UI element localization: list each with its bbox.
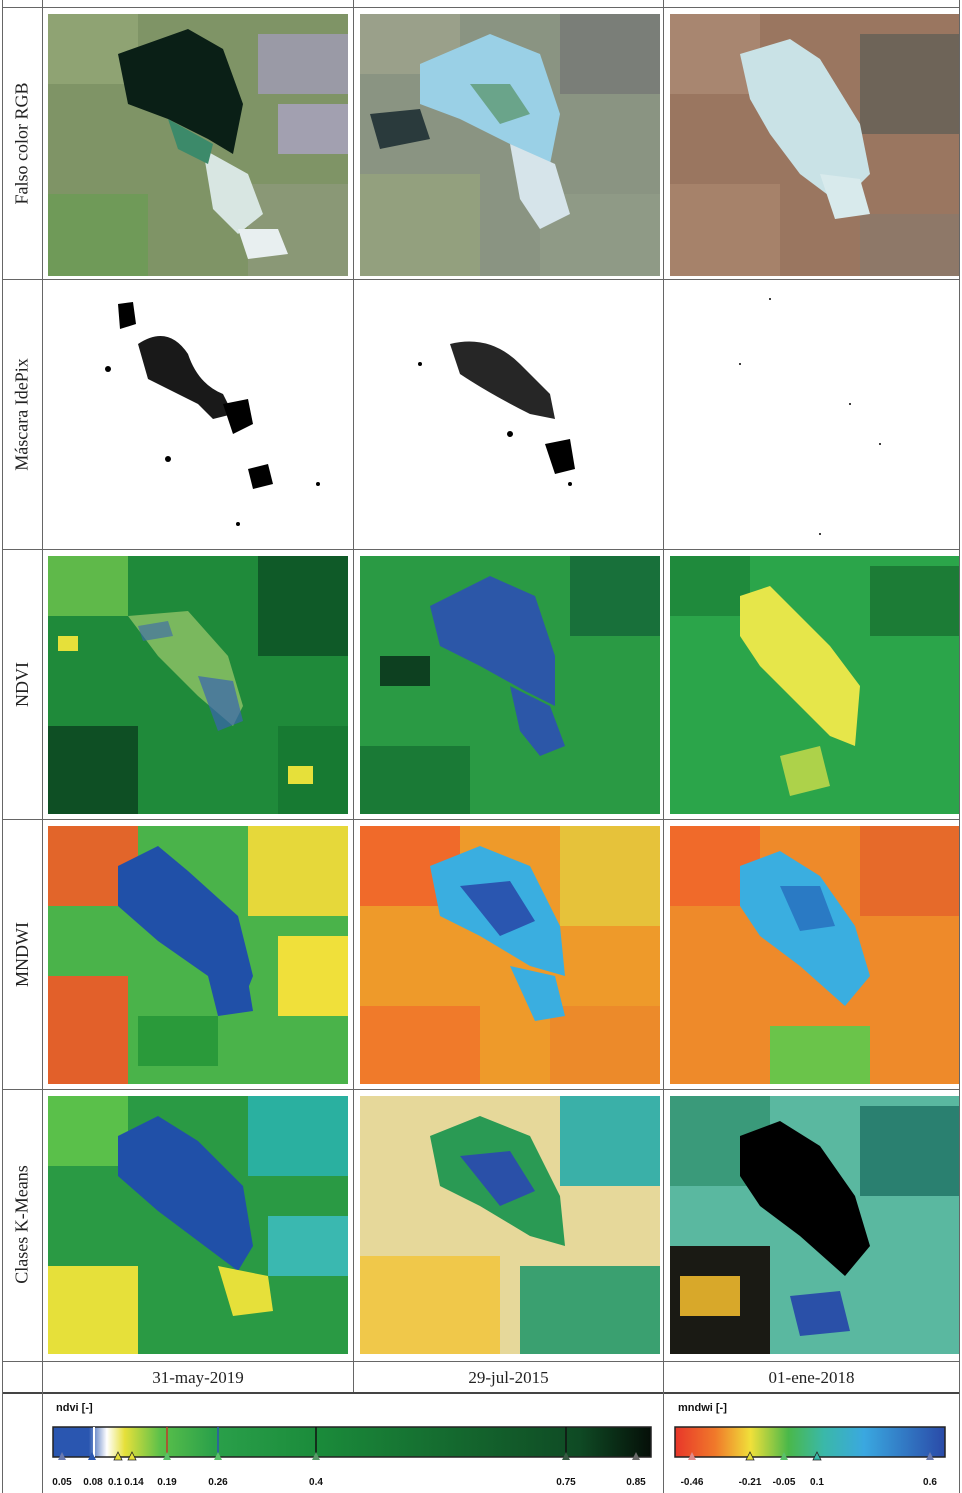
image-mndwi-2018: [670, 826, 960, 1084]
image-mascara-2015: [360, 284, 660, 546]
image-kmeans-2018: [670, 1096, 960, 1354]
grid-line: [2, 7, 960, 8]
row-label-text: Máscara IdePix: [11, 357, 32, 471]
image-falso-color-2018: [670, 14, 960, 276]
row-label-mascara: Máscara IdePix: [2, 280, 42, 548]
image-mascara-2018: [670, 284, 960, 546]
image-kmeans-2015: [360, 1096, 660, 1354]
grid-line: [2, 1089, 960, 1090]
mndwi-tick: 0.6: [923, 1477, 937, 1488]
image-ndvi-2015: [360, 556, 660, 814]
grid-line: [959, 0, 960, 1493]
mndwi-colorbar-title: mndwi [-]: [678, 1402, 727, 1414]
ndvi-tick: 0.75: [556, 1477, 576, 1488]
row-label-falso-color: Falso color RGB: [2, 8, 42, 278]
ndvi-colorbar: [52, 1426, 652, 1461]
date-label-2019: 31-may-2019: [152, 1368, 244, 1387]
image-mndwi-2015: [360, 826, 660, 1084]
grid-line: [2, 549, 960, 550]
ndvi-colorbar-title: ndvi [-]: [56, 1402, 93, 1414]
image-ndvi-2018: [670, 556, 960, 814]
row-label-text: Falso color RGB: [11, 81, 32, 205]
row-label-text: NDVI: [11, 661, 32, 707]
ndvi-tick: 0.1: [108, 1477, 122, 1488]
row-label-text: Clases K-Means: [11, 1164, 32, 1284]
grid-line: [2, 279, 960, 280]
mndwi-tick: -0.05: [772, 1477, 796, 1488]
ndvi-tick: 0.19: [157, 1477, 177, 1488]
ndvi-tick: 0.08: [83, 1477, 103, 1488]
mndwi-tick: -0.21: [738, 1477, 762, 1488]
row-label-ndvi: NDVI: [2, 550, 42, 818]
grid-line: [2, 1361, 960, 1362]
ndvi-tick: 0.05: [52, 1477, 72, 1488]
ndvi-tick: 0.14: [124, 1477, 144, 1488]
grid-line: [42, 0, 43, 1493]
grid-line: [353, 0, 354, 1392]
image-falso-color-2015: [360, 14, 660, 276]
grid-line: [2, 1392, 960, 1394]
image-falso-color-2019: [48, 14, 348, 276]
mndwi-tick: 0.1: [810, 1477, 824, 1488]
image-mndwi-2019: [48, 826, 348, 1084]
date-label-2015: 29-jul-2015: [468, 1368, 549, 1387]
ndvi-tick: 0.85: [626, 1477, 646, 1488]
grid-line: [2, 819, 960, 820]
grid-line: [663, 0, 664, 1493]
ndvi-tick: 0.4: [309, 1477, 323, 1488]
image-ndvi-2019: [48, 556, 348, 814]
mndwi-tick: -0.46: [680, 1477, 704, 1488]
date-label-2018: 01-ene-2018: [768, 1368, 855, 1387]
row-label-kmeans: Clases K-Means: [2, 1090, 42, 1358]
grid-line: [2, 0, 3, 1493]
mndwi-colorbar: [674, 1426, 946, 1461]
ndvi-tick: 0.26: [208, 1477, 228, 1488]
row-label-mndwi: MNDWI: [2, 820, 42, 1088]
image-kmeans-2019: [48, 1096, 348, 1354]
image-mascara-2019: [48, 284, 348, 546]
row-label-text: MNDWI: [11, 921, 32, 987]
